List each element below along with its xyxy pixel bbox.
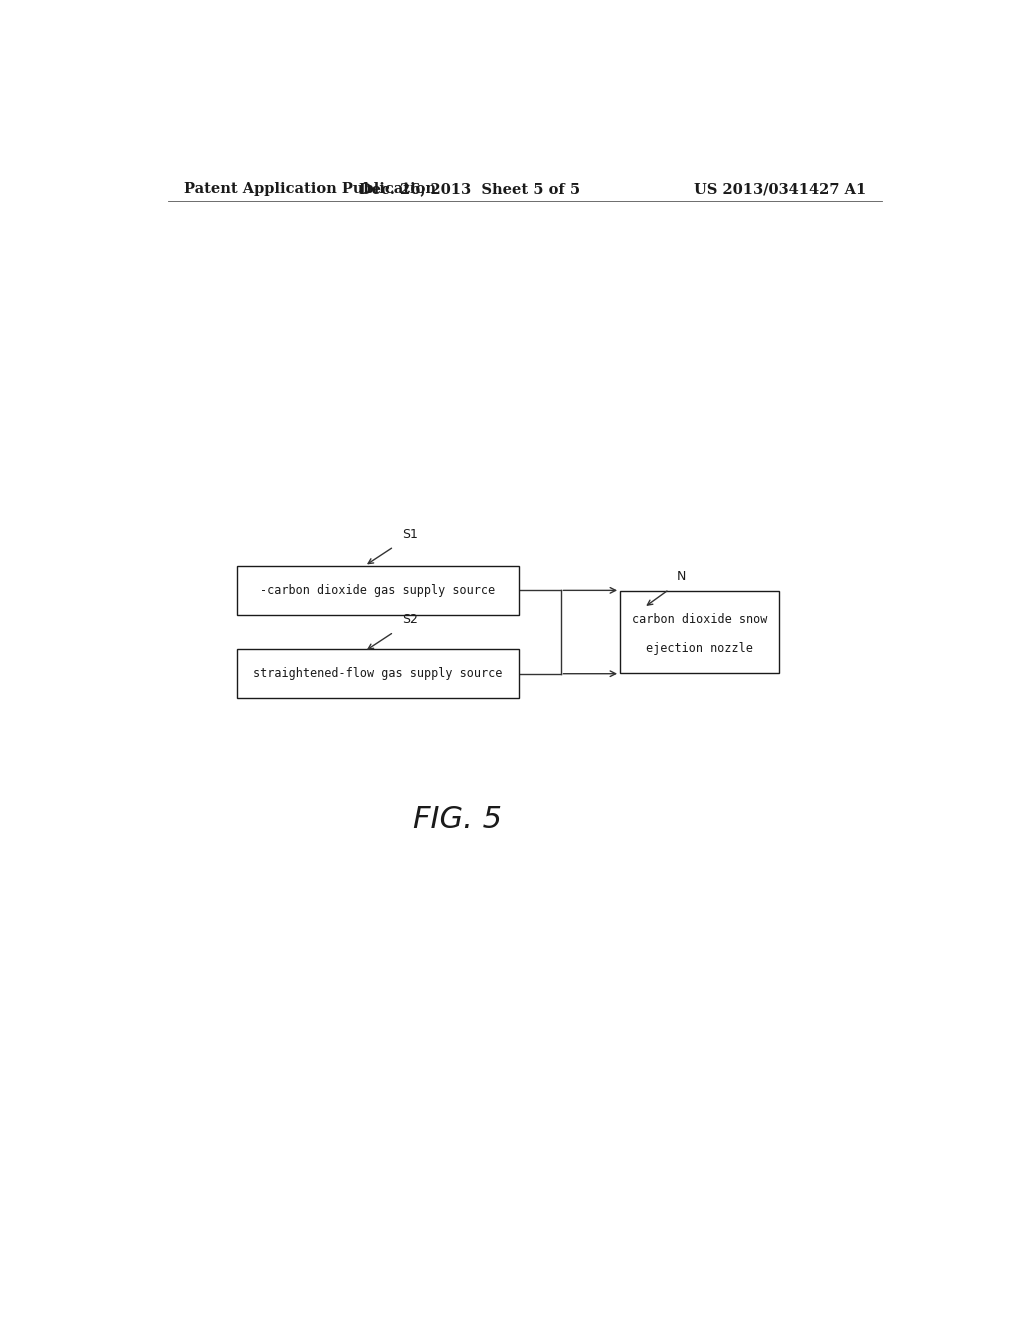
Text: -carbon dioxide gas supply source: -carbon dioxide gas supply source (260, 583, 496, 597)
Text: Dec. 26, 2013  Sheet 5 of 5: Dec. 26, 2013 Sheet 5 of 5 (358, 182, 580, 197)
Text: S1: S1 (401, 528, 418, 541)
Text: carbon dioxide snow: carbon dioxide snow (632, 614, 767, 627)
Text: ejection nozzle: ejection nozzle (646, 642, 753, 655)
Text: straightened-flow gas supply source: straightened-flow gas supply source (253, 667, 503, 680)
Text: N: N (677, 570, 686, 583)
Bar (620, 591, 778, 673)
Text: S2: S2 (401, 612, 418, 626)
Text: Patent Application Publication: Patent Application Publication (183, 182, 435, 197)
Bar (238, 649, 519, 698)
Bar (238, 566, 519, 615)
Text: US 2013/0341427 A1: US 2013/0341427 A1 (694, 182, 866, 197)
Text: FIG. 5: FIG. 5 (413, 805, 502, 833)
